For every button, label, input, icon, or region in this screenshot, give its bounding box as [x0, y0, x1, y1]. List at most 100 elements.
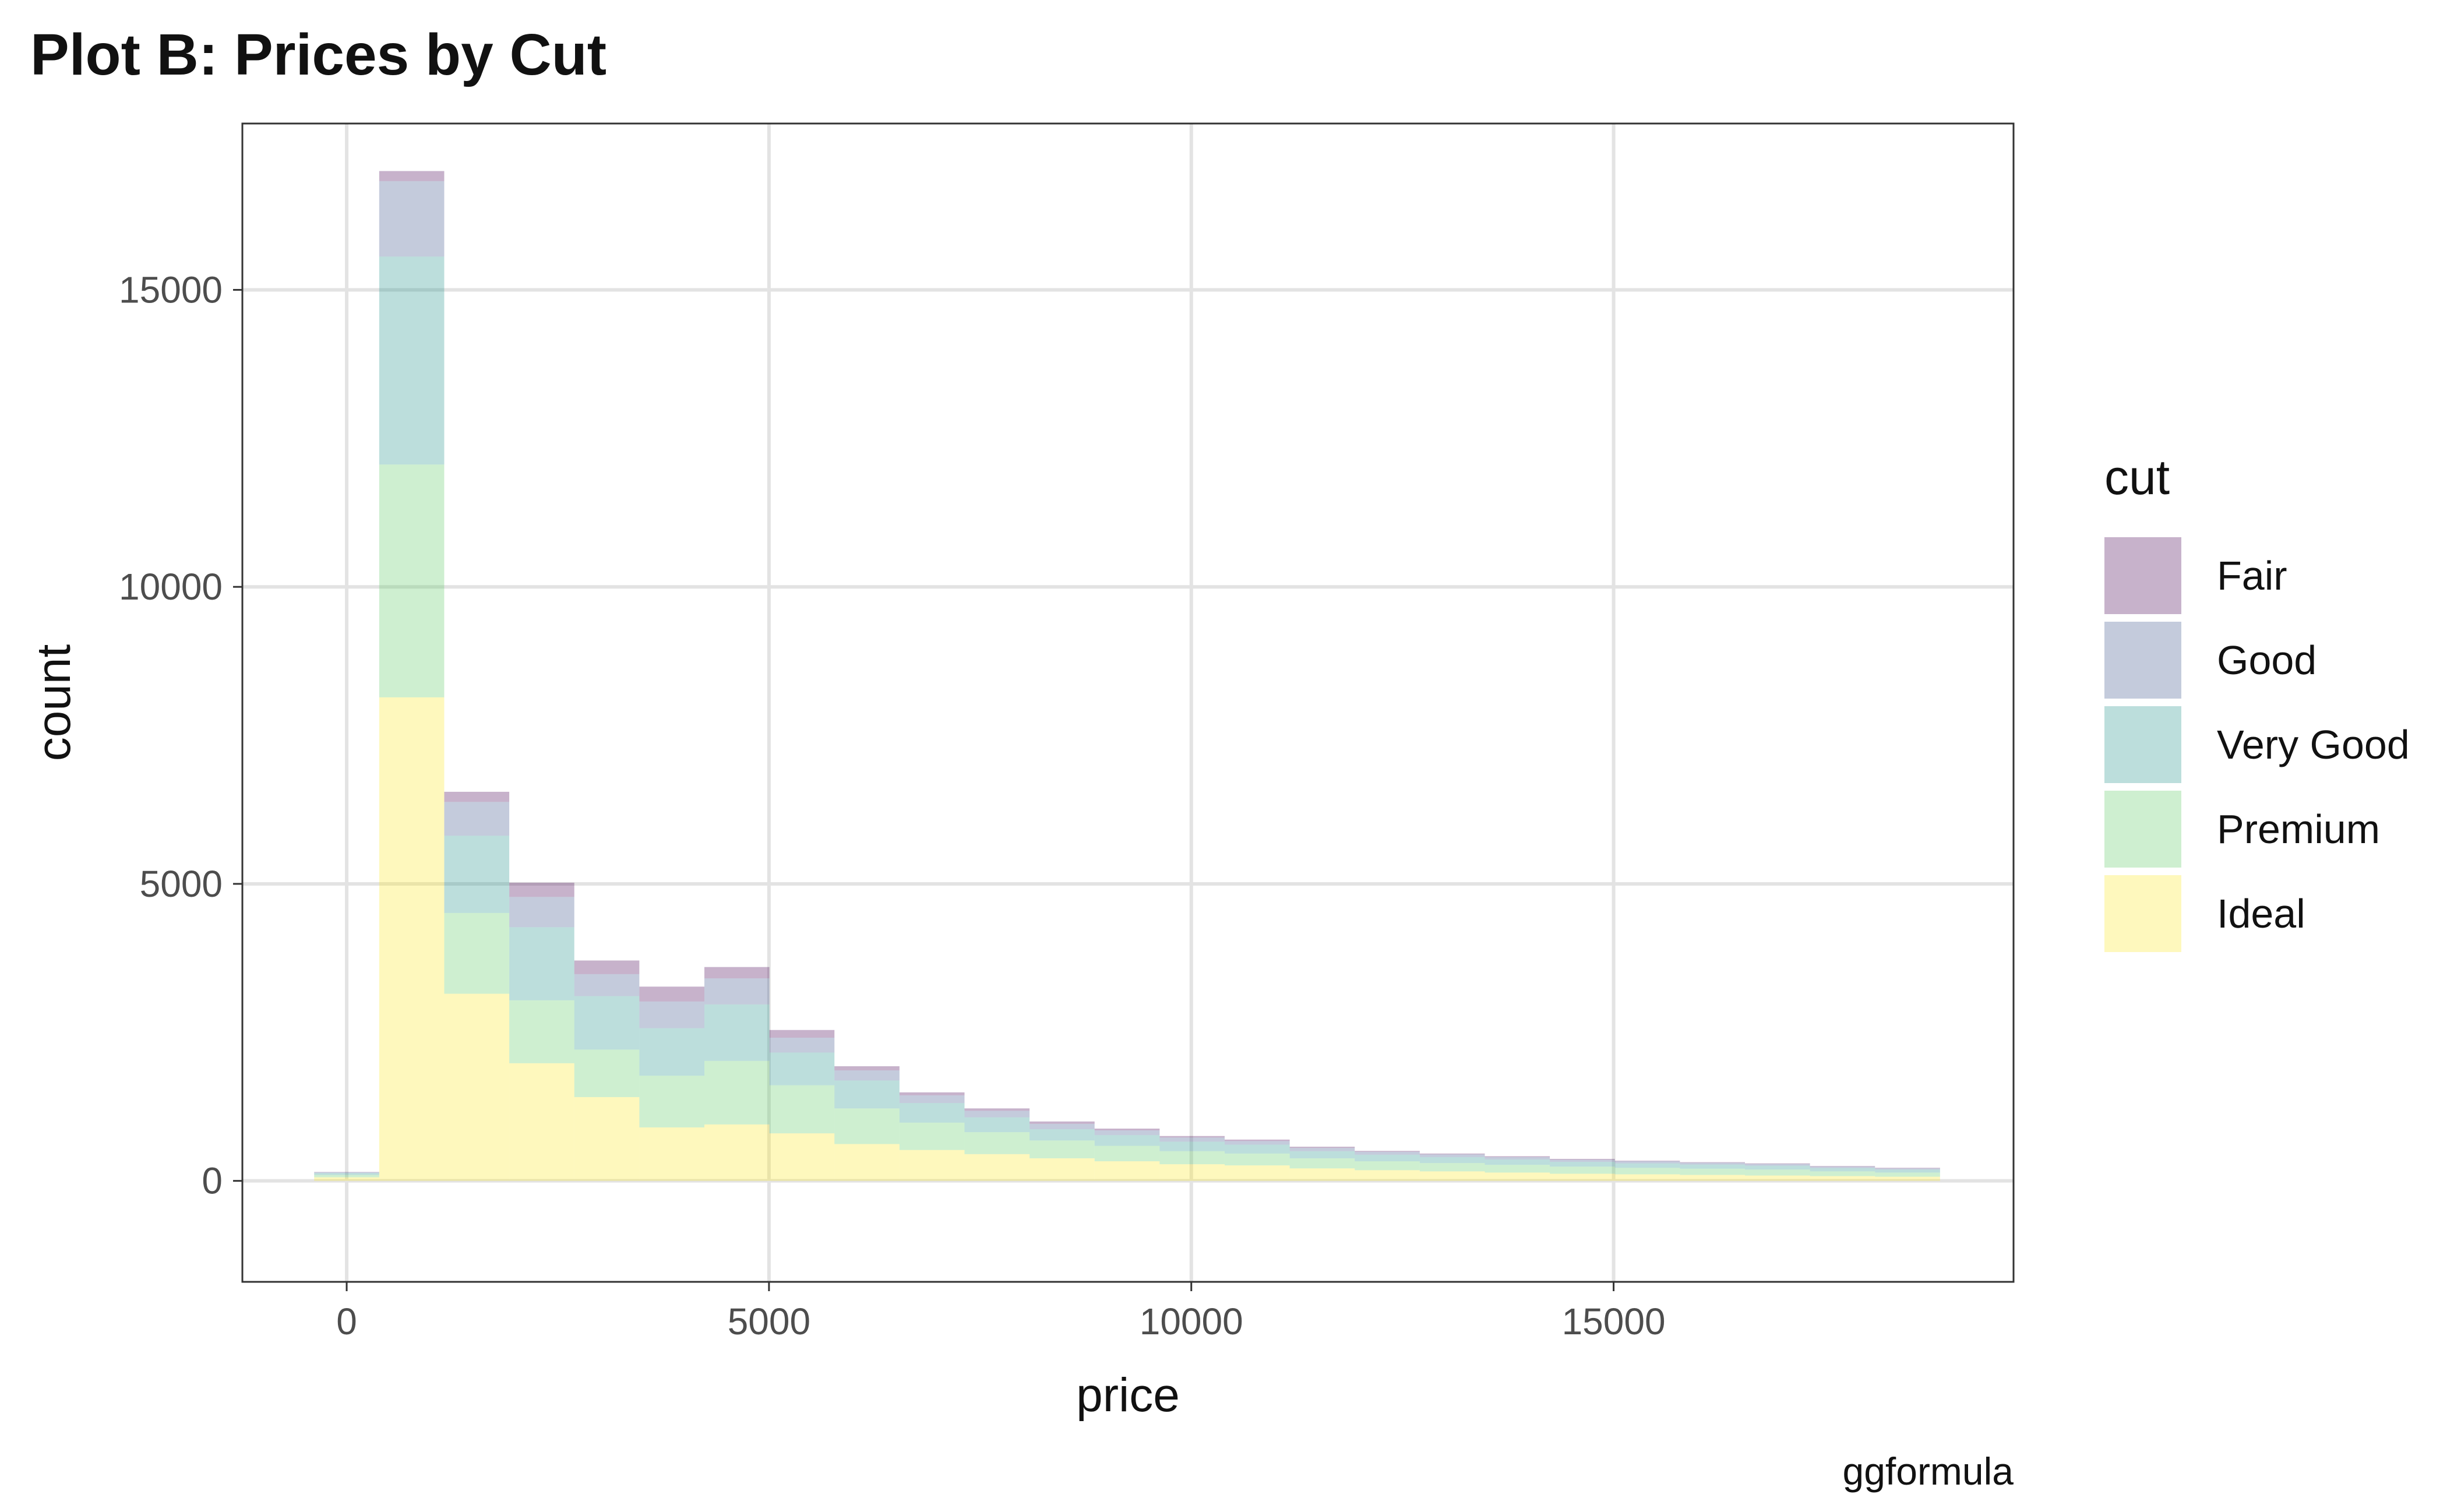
bar-fair-8 — [834, 1066, 900, 1071]
series-good — [314, 181, 1940, 1173]
bar-ideal-10 — [964, 1154, 1030, 1181]
bar-fair-4 — [574, 960, 640, 974]
bar-fair-17 — [1419, 1153, 1485, 1155]
series-ideal — [314, 697, 1940, 1181]
bar-premium-16 — [1355, 1161, 1420, 1171]
bar-ideal-9 — [899, 1150, 965, 1181]
legend: cut Fair Good Very Good Premium Ideal — [2104, 450, 2410, 952]
bar-very-good-19 — [1550, 1162, 1615, 1167]
plot-panel-border — [241, 122, 2015, 1283]
bar-premium-18 — [1485, 1165, 1550, 1173]
grid-lines — [242, 124, 2014, 1282]
bar-fair-3 — [509, 882, 574, 897]
bar-fair-21 — [1680, 1162, 1745, 1163]
bar-premium-5 — [639, 1076, 704, 1127]
bar-very-good-4 — [574, 996, 640, 1050]
legend-items: Fair Good Very Good Premium Ideal — [2104, 537, 2410, 952]
bar-good-21 — [1680, 1162, 1745, 1165]
bar-premium-11 — [1029, 1140, 1095, 1158]
bar-premium-2 — [444, 912, 510, 994]
bar-premium-1 — [379, 464, 445, 697]
bar-ideal-4 — [574, 1097, 640, 1181]
x-axis: 0 5000 10000 15000 — [336, 1282, 1666, 1342]
bar-fair-7 — [769, 1030, 835, 1038]
bar-premium-22 — [1744, 1169, 1810, 1176]
bar-ideal-12 — [1094, 1161, 1160, 1181]
bar-ideal-18 — [1485, 1172, 1550, 1181]
bar-ideal-6 — [704, 1124, 770, 1181]
bar-ideal-20 — [1614, 1174, 1680, 1181]
bar-good-6 — [704, 978, 770, 1005]
bar-good-19 — [1550, 1159, 1615, 1162]
bar-fair-15 — [1289, 1147, 1355, 1148]
bar-very-good-10 — [964, 1117, 1030, 1133]
bar-good-17 — [1419, 1154, 1485, 1157]
y-tick-label-2: 10000 — [119, 566, 223, 608]
bar-fair-16 — [1355, 1151, 1420, 1152]
bar-ideal-14 — [1224, 1165, 1290, 1181]
x-axis-title: price — [1076, 1369, 1180, 1422]
legend-label-ideal: Ideal — [2217, 891, 2305, 936]
bar-very-good-1 — [379, 256, 445, 465]
bar-good-20 — [1614, 1161, 1680, 1164]
x-tick-label-0: 0 — [336, 1300, 357, 1342]
y-axis-title: count — [27, 644, 80, 761]
bar-very-good-5 — [639, 1028, 704, 1076]
bar-very-good-22 — [1744, 1165, 1810, 1170]
bar-good-16 — [1355, 1151, 1420, 1155]
bar-fair-14 — [1224, 1139, 1290, 1141]
bar-premium-23 — [1810, 1171, 1875, 1176]
legend-key-very-good — [2104, 706, 2181, 783]
bar-very-good-2 — [444, 836, 510, 913]
x-tick-label-3: 15000 — [1562, 1300, 1666, 1342]
bar-ideal-19 — [1550, 1173, 1615, 1181]
bar-very-good-21 — [1680, 1164, 1745, 1169]
legend-item-fair: Fair — [2104, 537, 2287, 614]
series-premium — [314, 464, 1940, 1178]
bar-very-good-20 — [1614, 1163, 1680, 1168]
bar-ideal-21 — [1680, 1175, 1745, 1181]
bar-ideal-0 — [314, 1177, 379, 1181]
bar-premium-6 — [704, 1060, 770, 1125]
bar-good-13 — [1159, 1137, 1225, 1142]
bar-good-23 — [1810, 1166, 1875, 1168]
bar-ideal-2 — [444, 993, 510, 1181]
bar-good-7 — [769, 1037, 835, 1053]
bar-fair-13 — [1159, 1136, 1225, 1138]
bar-premium-3 — [509, 1000, 574, 1063]
legend-title: cut — [2104, 450, 2170, 505]
bar-premium-9 — [899, 1122, 965, 1150]
bar-fair-19 — [1550, 1158, 1615, 1160]
bar-premium-4 — [574, 1049, 640, 1097]
bar-good-8 — [834, 1070, 900, 1081]
bar-very-good-7 — [769, 1052, 835, 1085]
bar-premium-21 — [1680, 1168, 1745, 1175]
bar-ideal-24 — [1875, 1176, 1940, 1181]
bar-very-good-16 — [1355, 1154, 1420, 1162]
bar-premium-8 — [834, 1108, 900, 1144]
bar-good-18 — [1485, 1157, 1550, 1159]
bar-fair-10 — [964, 1108, 1030, 1111]
bar-ideal-1 — [379, 697, 445, 1181]
bar-very-good-11 — [1029, 1129, 1095, 1141]
bar-fair-5 — [639, 986, 704, 1002]
bar-premium-20 — [1614, 1168, 1680, 1175]
bar-good-11 — [1029, 1123, 1095, 1129]
legend-key-ideal — [2104, 875, 2181, 952]
bar-very-good-3 — [509, 927, 574, 1000]
bar-very-good-17 — [1419, 1157, 1485, 1164]
legend-item-good: Good — [2104, 622, 2316, 699]
legend-item-very-good: Very Good — [2104, 706, 2410, 783]
y-axis: 0 5000 10000 15000 — [119, 269, 242, 1202]
bar-ideal-11 — [1029, 1158, 1095, 1181]
bar-good-0 — [314, 1172, 379, 1173]
bar-good-10 — [964, 1111, 1030, 1118]
legend-key-fair — [2104, 537, 2181, 614]
bar-ideal-22 — [1744, 1175, 1810, 1181]
bar-fair-1 — [379, 171, 445, 181]
bar-ideal-23 — [1810, 1176, 1875, 1181]
bar-ideal-7 — [769, 1133, 835, 1181]
bar-good-22 — [1744, 1164, 1810, 1166]
chart-title: Plot B: Prices by Cut — [30, 22, 607, 87]
